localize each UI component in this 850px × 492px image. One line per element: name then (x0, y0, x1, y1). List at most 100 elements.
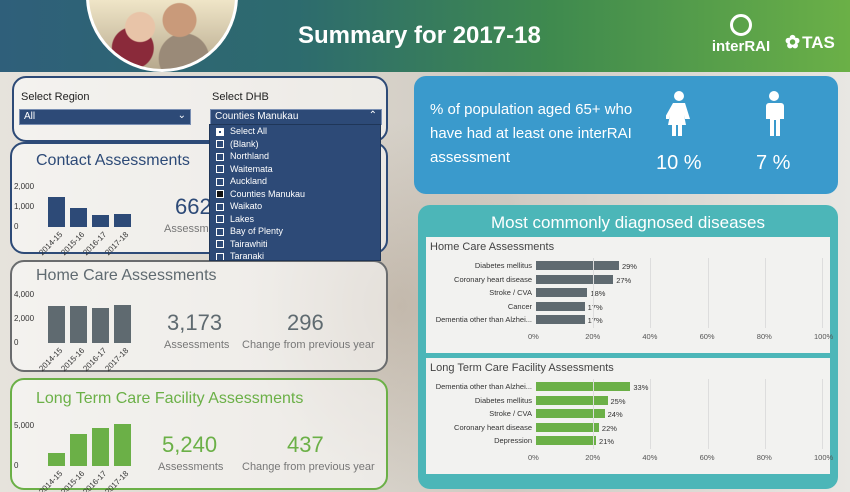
ltc-value-label: Assessments (158, 461, 224, 473)
ltc-value: 5,240 (162, 432, 218, 457)
dhb-option[interactable]: Bay of Plenty (210, 225, 380, 238)
female-icon (666, 91, 690, 136)
region-label: Select Region (21, 91, 90, 103)
region-select-value: All (24, 111, 36, 122)
ltc-diseases-title: Long Term Care Facility Assessments (430, 362, 614, 374)
gridline (822, 258, 823, 328)
bar (536, 301, 585, 311)
dhb-option-label: Select All (230, 126, 268, 136)
contact-value: 662 (175, 194, 212, 219)
checkbox-icon (216, 227, 224, 236)
gridline (822, 379, 823, 449)
home-title: Home Care Assessments (36, 267, 217, 284)
gridline (707, 379, 709, 449)
x-tick-label: 0% (528, 452, 539, 462)
category-label: Coronary heart disease (454, 422, 532, 432)
bar (70, 434, 87, 466)
checkbox-icon (216, 215, 224, 223)
dhb-option[interactable]: Auckland (210, 175, 380, 188)
gridline (650, 258, 652, 328)
value-label: 17% (587, 302, 603, 312)
home-diseases-title: Home Care Assessments (430, 241, 555, 253)
contact-title: Contact Assessments (36, 152, 190, 169)
dhb-option[interactable]: Waikato (210, 200, 380, 213)
dhb-option[interactable]: Select All (210, 125, 380, 138)
gridline (764, 379, 766, 449)
bar (536, 315, 585, 324)
dhb-option-label: Waikato (230, 201, 263, 211)
page-title: Summary for 2017-18 (298, 22, 541, 49)
checkbox-icon (216, 240, 224, 248)
bar (70, 305, 87, 343)
dhb-dropdown-list[interactable]: Select All (Blank) Northland Waitemata Auckl… (209, 124, 381, 261)
y-tick-label: 0 (14, 338, 19, 347)
dhb-option[interactable]: Taranaki (210, 250, 380, 260)
checkbox-icon (216, 252, 224, 260)
value-label: 22% (601, 423, 617, 433)
bar (536, 422, 599, 432)
region-select[interactable]: All ⌄ (19, 109, 191, 125)
dhb-select[interactable]: Counties Manukau ⌃ (210, 109, 382, 125)
ltc-change: 437 (287, 432, 324, 457)
bar (536, 409, 605, 418)
category-label: Stroke / CVA (489, 409, 532, 418)
y-tick-label: 5,000 (14, 421, 35, 430)
value-label: 17% (587, 316, 603, 325)
x-tick-label: 100% (814, 331, 834, 341)
dhb-option-label: Bay of Plenty (230, 226, 284, 236)
x-tick-label: 40% (642, 452, 658, 462)
checkbox-icon (216, 202, 224, 211)
bar (536, 395, 608, 405)
chevron-up-icon: ⌃ (368, 110, 377, 121)
value-label: 24% (607, 410, 623, 419)
header-photo (86, 0, 238, 72)
chevron-down-icon: ⌄ (177, 110, 186, 121)
tas-logo: ✿ TAS (785, 32, 835, 53)
bar (114, 213, 131, 227)
dhb-option-label: Counties Manukau (230, 188, 306, 199)
category-label: Dementia other than Alzhei... (435, 382, 532, 391)
x-tick-label: 60% (699, 452, 715, 462)
dhb-option-label: Lakes (230, 213, 255, 224)
dhb-option[interactable]: Lakes (210, 213, 380, 226)
home-diseases-panel: Home Care Assessments Diabetes mellitus 2… (426, 237, 834, 353)
tas-logo-icon: ✿ (785, 32, 801, 52)
bar (536, 288, 588, 297)
dhb-option[interactable]: Waitemata (210, 163, 380, 176)
bar (92, 308, 109, 343)
dhb-option[interactable]: Counties Manukau (210, 188, 380, 201)
dhb-option-label: Northland (230, 151, 270, 161)
dhb-label: Select DHB (212, 91, 269, 103)
x-tick-label: 20% (585, 452, 601, 462)
bar (536, 261, 619, 270)
x-tick-label: 0% (528, 331, 539, 341)
category-label: Stroke / CVA (489, 288, 532, 297)
value-label: 21% (599, 437, 615, 446)
dhb-option[interactable]: Northland (210, 150, 380, 163)
home-care-card: Home Care Assessments 0 2,000 4,000 2014-15… (10, 260, 388, 373)
y-tick-label: 2,000 (14, 182, 35, 191)
bar (114, 304, 131, 343)
checkbox-icon (216, 177, 224, 186)
home-value-label: Assessments (164, 339, 230, 351)
checkbox-icon (216, 127, 224, 136)
population-text: % of population aged 65+ who have had at… (430, 101, 633, 166)
checkbox-icon (216, 165, 224, 173)
value-label: 18% (590, 289, 606, 298)
diseases-card: Most commonly diagnosed diseases Home Ca… (418, 205, 838, 489)
y-tick-label: 0 (14, 461, 19, 470)
tas-logo-text: TAS (802, 33, 835, 52)
x-tick-label: 80% (756, 452, 772, 462)
gridline (593, 258, 595, 328)
value-label: 27% (616, 275, 632, 285)
category-label: Diabetes mellitus (474, 261, 532, 270)
checkbox-icon (216, 140, 224, 148)
gridline (764, 258, 766, 328)
ltc-change-label: Change from previous year (242, 461, 375, 473)
x-tick-label: 100% (814, 452, 834, 462)
dhb-option[interactable]: Tairawhiti (210, 238, 380, 251)
interrai-logo-icon (730, 14, 752, 36)
dhb-option[interactable]: (Blank) (210, 138, 380, 151)
y-tick-label: 0 (14, 222, 19, 231)
x-tick-label: 60% (699, 331, 715, 341)
